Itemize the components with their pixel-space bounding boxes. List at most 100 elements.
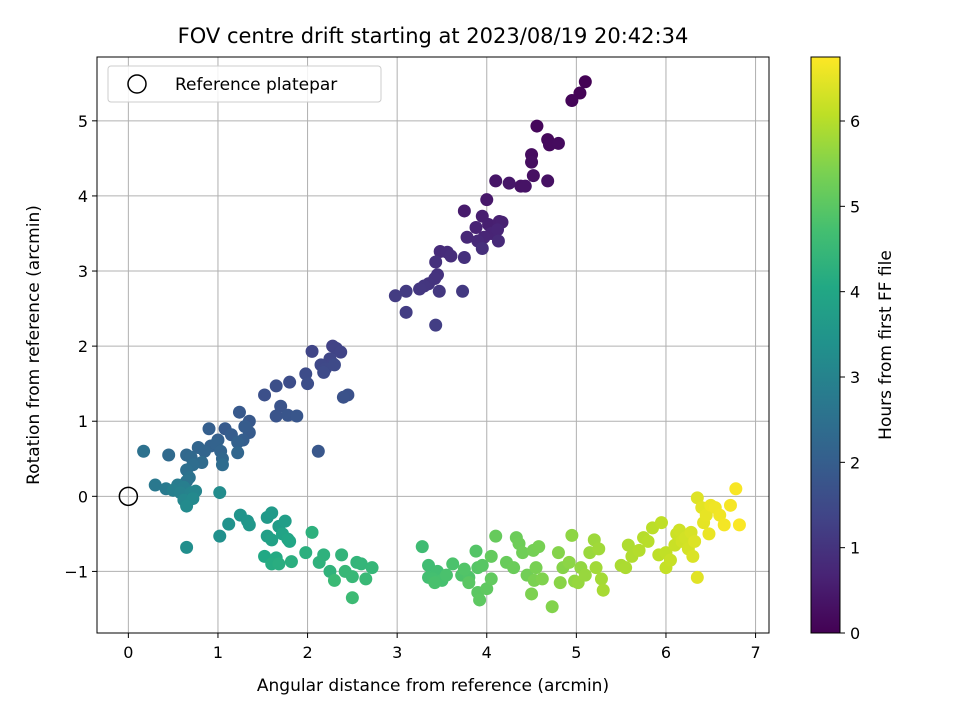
data-point: [723, 498, 737, 512]
data-point: [578, 568, 592, 582]
legend-box: [107, 65, 382, 103]
data-point: [354, 557, 368, 571]
data-point: [429, 318, 443, 332]
data-point: [525, 155, 539, 169]
data-point: [578, 75, 592, 89]
data-point: [305, 344, 319, 358]
data-point: [473, 593, 487, 607]
x-tick-label: 2: [302, 643, 312, 662]
data-point: [148, 478, 162, 492]
data-point: [162, 448, 176, 462]
x-tick-label: 0: [123, 643, 133, 662]
data-point: [269, 379, 283, 393]
colorbar-tick-label: 4: [850, 283, 860, 302]
data-point: [690, 491, 704, 505]
data-point: [265, 533, 279, 547]
data-point: [446, 557, 460, 571]
data-point: [415, 540, 429, 554]
data-point: [198, 444, 212, 458]
data-point: [462, 576, 476, 590]
colorbar-label: Hours from first FF file: [876, 250, 896, 440]
data-point: [213, 529, 227, 543]
x-tick-label: 1: [213, 643, 223, 662]
data-point: [621, 538, 635, 552]
data-point: [429, 255, 443, 269]
data-point: [265, 506, 279, 520]
data-point: [312, 555, 326, 569]
x-tick-label: 7: [750, 643, 760, 662]
data-point: [525, 587, 539, 601]
data-point: [345, 591, 359, 605]
data-point: [202, 422, 216, 436]
data-point: [592, 542, 606, 556]
data-point: [484, 549, 498, 563]
data-point: [688, 534, 702, 548]
colorbar-tick-label: 2: [850, 453, 860, 472]
x-tick-label: 4: [482, 643, 492, 662]
colorbar-tick-label: 0: [850, 624, 860, 643]
data-point: [258, 388, 272, 402]
y-tick-label: 1: [78, 412, 88, 431]
chart-title: FOV centre drift starting at 2023/08/19 …: [178, 24, 689, 48]
data-point: [457, 562, 471, 576]
data-point: [311, 444, 325, 458]
data-point: [399, 305, 413, 319]
data-point: [729, 482, 743, 496]
data-point: [299, 546, 313, 560]
data-point: [290, 409, 304, 423]
x-axis-ticks: 0 1 2 3 4 5 6 7: [123, 633, 761, 662]
data-point: [180, 540, 194, 554]
y-tick-label: 2: [78, 337, 88, 356]
data-point: [399, 284, 413, 298]
data-point: [335, 548, 349, 562]
data-point: [284, 555, 298, 569]
data-point: [272, 557, 286, 571]
data-point: [213, 486, 227, 500]
colorbar-tick-label: 5: [850, 197, 860, 216]
data-point: [491, 223, 505, 237]
data-point: [231, 435, 245, 449]
data-point: [699, 508, 713, 522]
data-point: [526, 169, 540, 183]
data-point: [137, 444, 151, 458]
data-point: [327, 358, 341, 372]
data-point: [545, 600, 559, 614]
data-point: [530, 119, 544, 133]
data-point: [444, 249, 458, 263]
data-point: [242, 518, 256, 532]
y-tick-label: 5: [78, 112, 88, 131]
legend-marker: [127, 74, 147, 94]
x-tick-label: 5: [571, 643, 581, 662]
data-point: [231, 446, 245, 460]
data-point: [491, 234, 505, 248]
data-point: [551, 136, 565, 150]
data-point: [428, 576, 442, 590]
y-tick-label: 0: [78, 487, 88, 506]
data-point: [589, 561, 603, 575]
data-point: [596, 583, 610, 597]
data-points: [137, 75, 746, 614]
data-point: [299, 367, 313, 381]
data-point: [518, 179, 532, 193]
y-axis-label: Rotation from reference (arcmin): [24, 205, 44, 485]
data-point: [439, 568, 453, 582]
data-point: [594, 572, 608, 586]
data-point: [238, 419, 252, 433]
data-point: [305, 525, 319, 539]
legend-label: Reference platepar: [175, 75, 337, 95]
data-point: [327, 573, 341, 587]
legend: Reference platepar: [107, 65, 382, 103]
data-point: [690, 570, 704, 584]
data-point: [336, 390, 350, 404]
y-axis-ticks: −1 0 1 2 3 4 5: [64, 112, 97, 581]
data-point: [502, 176, 516, 190]
data-point: [489, 529, 503, 543]
data-point: [717, 518, 731, 532]
x-axis-label: Angular distance from reference (arcmin): [257, 676, 609, 696]
data-point: [565, 528, 579, 542]
data-point: [432, 284, 446, 298]
data-point: [334, 345, 348, 359]
data-point: [663, 553, 677, 567]
data-point: [278, 514, 292, 528]
